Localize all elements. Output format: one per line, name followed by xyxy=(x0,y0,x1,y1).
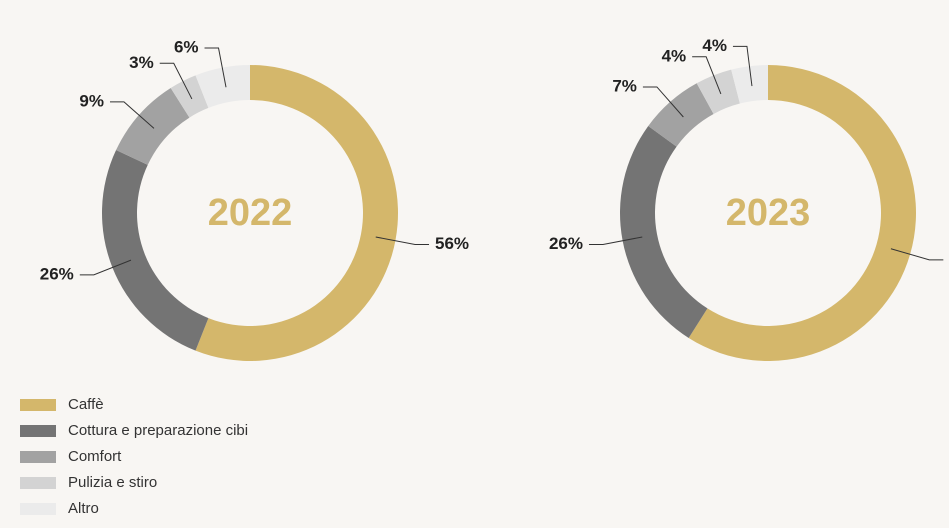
value-label: 4% xyxy=(702,36,727,55)
legend-label: Comfort xyxy=(68,448,122,465)
legend-swatch xyxy=(20,503,56,515)
value-label: 4% xyxy=(662,46,687,65)
donut-segment xyxy=(195,65,250,108)
leader-line xyxy=(109,101,155,129)
value-label: 9% xyxy=(79,91,104,110)
leader-line xyxy=(204,47,227,88)
legend-swatch xyxy=(20,399,56,411)
value-label: 6% xyxy=(174,37,199,56)
value-label: 7% xyxy=(612,76,637,95)
donut-segment xyxy=(101,149,209,351)
leader-line xyxy=(642,86,684,118)
leader-line xyxy=(159,62,193,100)
donut-segment xyxy=(170,75,209,118)
value-label: 26% xyxy=(40,264,74,283)
center-title: 2022 xyxy=(208,192,293,234)
center-title: 2023 xyxy=(726,192,811,234)
leader-line xyxy=(375,236,430,245)
value-label: 56% xyxy=(435,234,469,253)
donut-segment xyxy=(696,69,740,114)
leader-line xyxy=(79,259,132,276)
legend-label: Cottura e preparazione cibi xyxy=(68,422,248,439)
legend-label: Caffè xyxy=(68,396,104,413)
donut-segment xyxy=(688,65,916,361)
legend-swatch xyxy=(20,425,56,437)
leader-line xyxy=(588,236,643,245)
legend-label: Altro xyxy=(68,500,99,517)
leader-line xyxy=(890,248,944,261)
donut-segment xyxy=(731,65,768,104)
donut-segment xyxy=(116,88,190,165)
legend-label: Pulizia e stiro xyxy=(68,474,157,491)
value-label: 26% xyxy=(549,234,583,253)
leader-line xyxy=(732,45,753,87)
donut-segment xyxy=(195,65,399,361)
value-label: 3% xyxy=(129,53,154,72)
leader-line xyxy=(692,56,722,95)
donut-segment xyxy=(620,126,708,338)
legend-swatch xyxy=(20,451,56,463)
legend-swatch xyxy=(20,477,56,489)
